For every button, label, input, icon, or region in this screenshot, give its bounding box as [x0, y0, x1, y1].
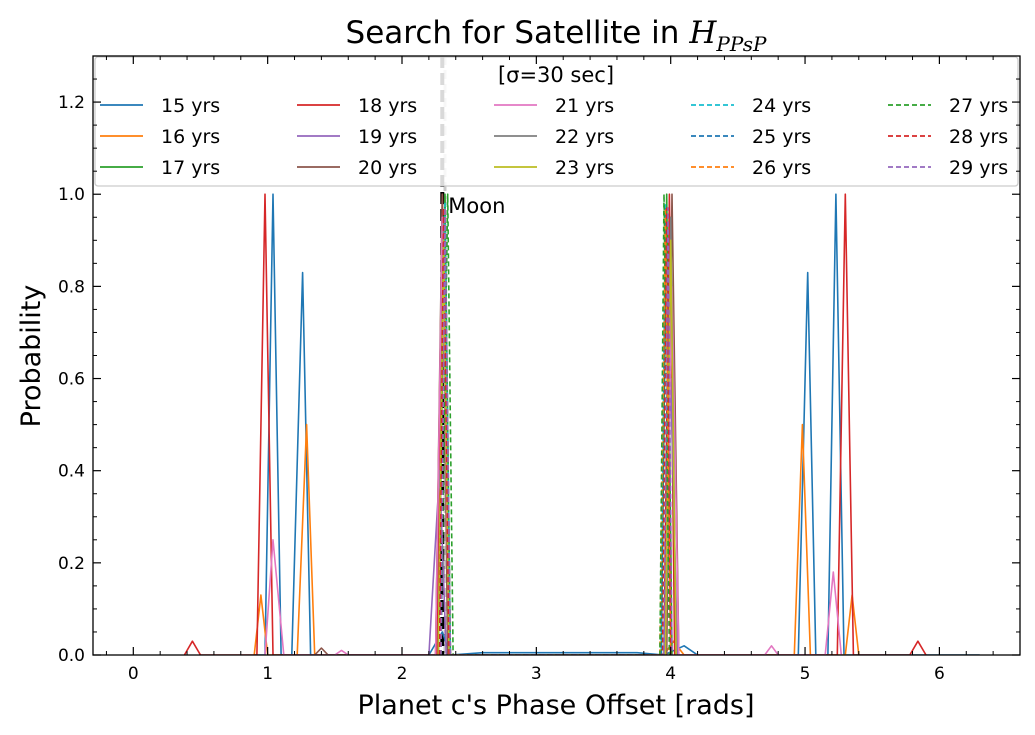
- legend-box: [94, 56, 1019, 187]
- legend-item: 18 yrs: [297, 95, 417, 117]
- x-tick-label: 5: [800, 664, 811, 684]
- y-tick-label: 1.0: [58, 185, 85, 205]
- series-line: [438, 207, 672, 655]
- legend-label: 23 yrs: [555, 157, 614, 179]
- x-tick-label: 2: [397, 664, 408, 684]
- legend-label: 24 yrs: [752, 95, 811, 117]
- legend-item: 23 yrs: [494, 157, 614, 179]
- legend-item: 24 yrs: [691, 95, 811, 117]
- legend-item: 26 yrs: [691, 157, 811, 179]
- series-line: [438, 207, 672, 655]
- legend-item: 28 yrs: [888, 126, 1008, 148]
- legend-label: 27 yrs: [949, 95, 1008, 117]
- legend-label: 19 yrs: [358, 126, 417, 148]
- y-tick-label: 0.6: [58, 370, 85, 390]
- legend-item: 16 yrs: [100, 126, 220, 148]
- legend: [σ=30 sec] 15 yrs 16 yrs 17 yrs 18 yrs 19 yrs…: [94, 56, 1019, 187]
- series-line: [437, 193, 673, 655]
- legend-label: 17 yrs: [161, 157, 220, 179]
- series-line: [440, 207, 673, 655]
- x-tick-label: 4: [665, 664, 676, 684]
- legend-label: 28 yrs: [949, 126, 1008, 148]
- legend-label: 22 yrs: [555, 126, 614, 148]
- y-axis-label: Probability: [16, 285, 47, 428]
- x-axis-ticks: 0 1 2 3 4 5 6: [105, 56, 994, 684]
- x-tick-label: 6: [934, 664, 945, 684]
- legend-item: 21 yrs: [494, 95, 614, 117]
- legend-label: 25 yrs: [752, 126, 811, 148]
- legend-item: 29 yrs: [888, 157, 1008, 179]
- legend-label: 29 yrs: [949, 157, 1008, 179]
- legend-item: 27 yrs: [888, 95, 1008, 117]
- y-tick-label: 1.2: [58, 93, 85, 113]
- legend-item: 25 yrs: [691, 126, 811, 148]
- y-tick-label: 0.2: [58, 554, 85, 574]
- chart-title: Search for Satellite in HPPsP: [346, 15, 767, 56]
- series-line: [440, 193, 671, 655]
- series-line: [428, 377, 679, 655]
- legend-label: 18 yrs: [358, 95, 417, 117]
- legend-label: 16 yrs: [161, 126, 220, 148]
- y-tick-label: 0.8: [58, 277, 85, 297]
- series-line: [438, 202, 672, 655]
- legend-label: 21 yrs: [555, 95, 614, 117]
- x-tick-label: 3: [531, 664, 542, 684]
- x-tick-label: 1: [262, 664, 273, 684]
- y-tick-label: 0.0: [58, 646, 85, 666]
- series-line: [264, 216, 843, 655]
- legend-item: 20 yrs: [297, 157, 417, 179]
- series-line: [254, 193, 980, 655]
- y-tick-label: 0.4: [58, 462, 85, 482]
- legend-title: [σ=30 sec]: [498, 63, 614, 87]
- series-line: [438, 207, 672, 655]
- series-line: [253, 216, 860, 655]
- legend-item: 17 yrs: [100, 157, 220, 179]
- x-axis-label: Planet c's Phase Offset [rads]: [358, 690, 755, 721]
- series-line: [314, 193, 680, 655]
- legend-item: 22 yrs: [494, 126, 614, 148]
- y-axis-ticks: 0.0 0.2 0.4 0.6 0.8 1.0 1.2: [58, 78, 1020, 666]
- legend-label: 26 yrs: [752, 157, 811, 179]
- legend-label: 20 yrs: [358, 157, 417, 179]
- legend-item: 15 yrs: [100, 95, 220, 117]
- series-line: [437, 216, 677, 655]
- moon-annotation: Moon: [448, 194, 505, 218]
- legend-label: 15 yrs: [161, 95, 220, 117]
- series-lines: [183, 193, 980, 655]
- series-line: [437, 239, 677, 655]
- legend-item: 19 yrs: [297, 126, 417, 148]
- x-tick-label: 0: [128, 664, 139, 684]
